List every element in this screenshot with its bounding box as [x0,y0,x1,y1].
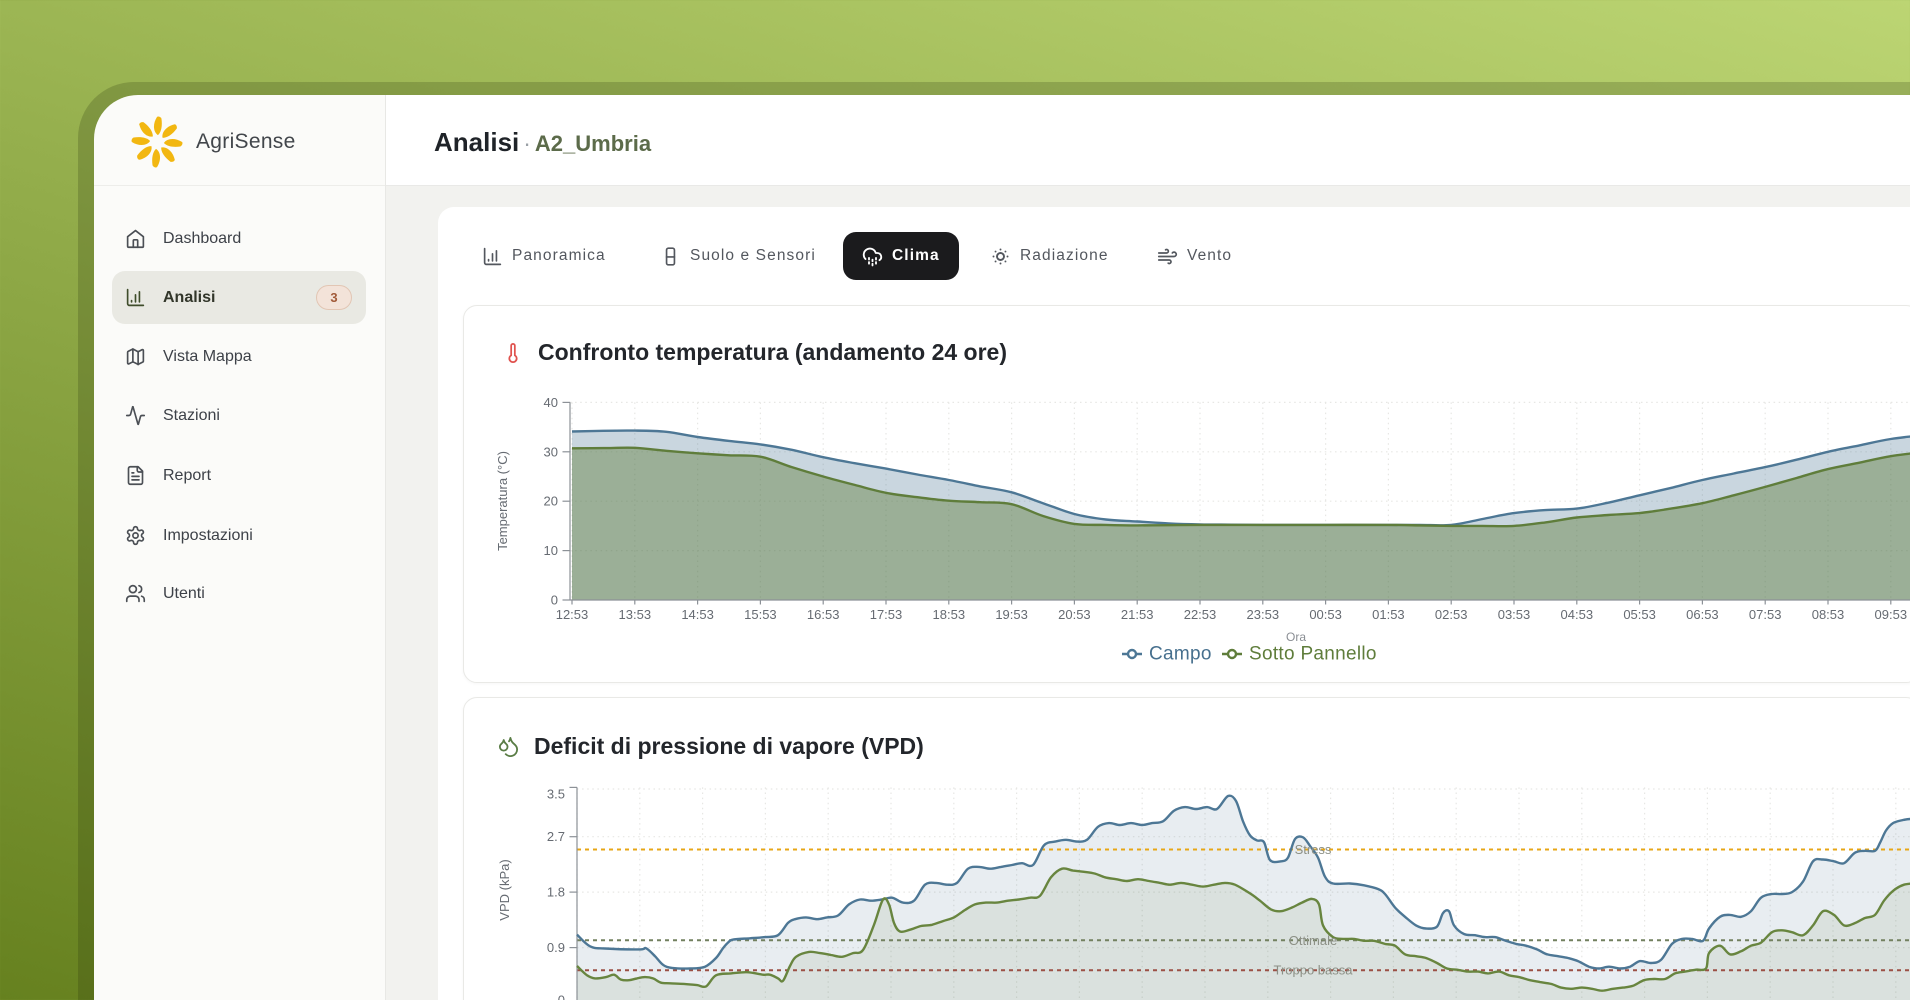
svg-text:Sotto Pannello: Sotto Pannello [1249,644,1377,665]
svg-text:Campo: Campo [1149,644,1212,665]
svg-text:3.5: 3.5 [547,787,565,802]
svg-text:03:53: 03:53 [1498,607,1531,622]
svg-text:06:53: 06:53 [1686,607,1719,622]
svg-text:Stress: Stress [1295,842,1332,857]
svg-text:Troppo bassa: Troppo bassa [1273,963,1353,978]
svg-text:02:53: 02:53 [1435,607,1468,622]
svg-text:Ottimale: Ottimale [1289,933,1337,948]
svg-text:12:53: 12:53 [556,607,589,622]
svg-text:05:53: 05:53 [1623,607,1656,622]
svg-text:0: 0 [551,593,558,608]
svg-text:30: 30 [544,444,558,459]
svg-text:2.7: 2.7 [547,829,565,844]
svg-text:Temperatura (°C): Temperatura (°C) [495,451,510,551]
svg-text:Ora: Ora [1286,630,1306,644]
svg-text:0.9: 0.9 [547,940,565,955]
svg-text:07:53: 07:53 [1749,607,1782,622]
svg-text:18:53: 18:53 [933,607,966,622]
svg-text:VPD (kPa): VPD (kPa) [497,859,512,920]
svg-text:21:53: 21:53 [1121,607,1154,622]
svg-text:01:53: 01:53 [1372,607,1405,622]
svg-text:20: 20 [544,494,558,509]
svg-text:04:53: 04:53 [1561,607,1594,622]
svg-text:00:53: 00:53 [1309,607,1342,622]
svg-text:10: 10 [544,543,558,558]
svg-text:0: 0 [558,993,565,1000]
svg-text:09:53: 09:53 [1875,607,1908,622]
svg-text:14:53: 14:53 [681,607,714,622]
svg-text:13:53: 13:53 [619,607,652,622]
svg-text:15:53: 15:53 [744,607,777,622]
svg-text:22:53: 22:53 [1184,607,1217,622]
svg-text:17:53: 17:53 [870,607,903,622]
svg-text:40: 40 [544,395,558,410]
svg-text:08:53: 08:53 [1812,607,1845,622]
svg-text:19:53: 19:53 [995,607,1028,622]
svg-text:16:53: 16:53 [807,607,840,622]
svg-text:20:53: 20:53 [1058,607,1091,622]
svg-text:1.8: 1.8 [547,885,565,900]
svg-text:23:53: 23:53 [1247,607,1280,622]
